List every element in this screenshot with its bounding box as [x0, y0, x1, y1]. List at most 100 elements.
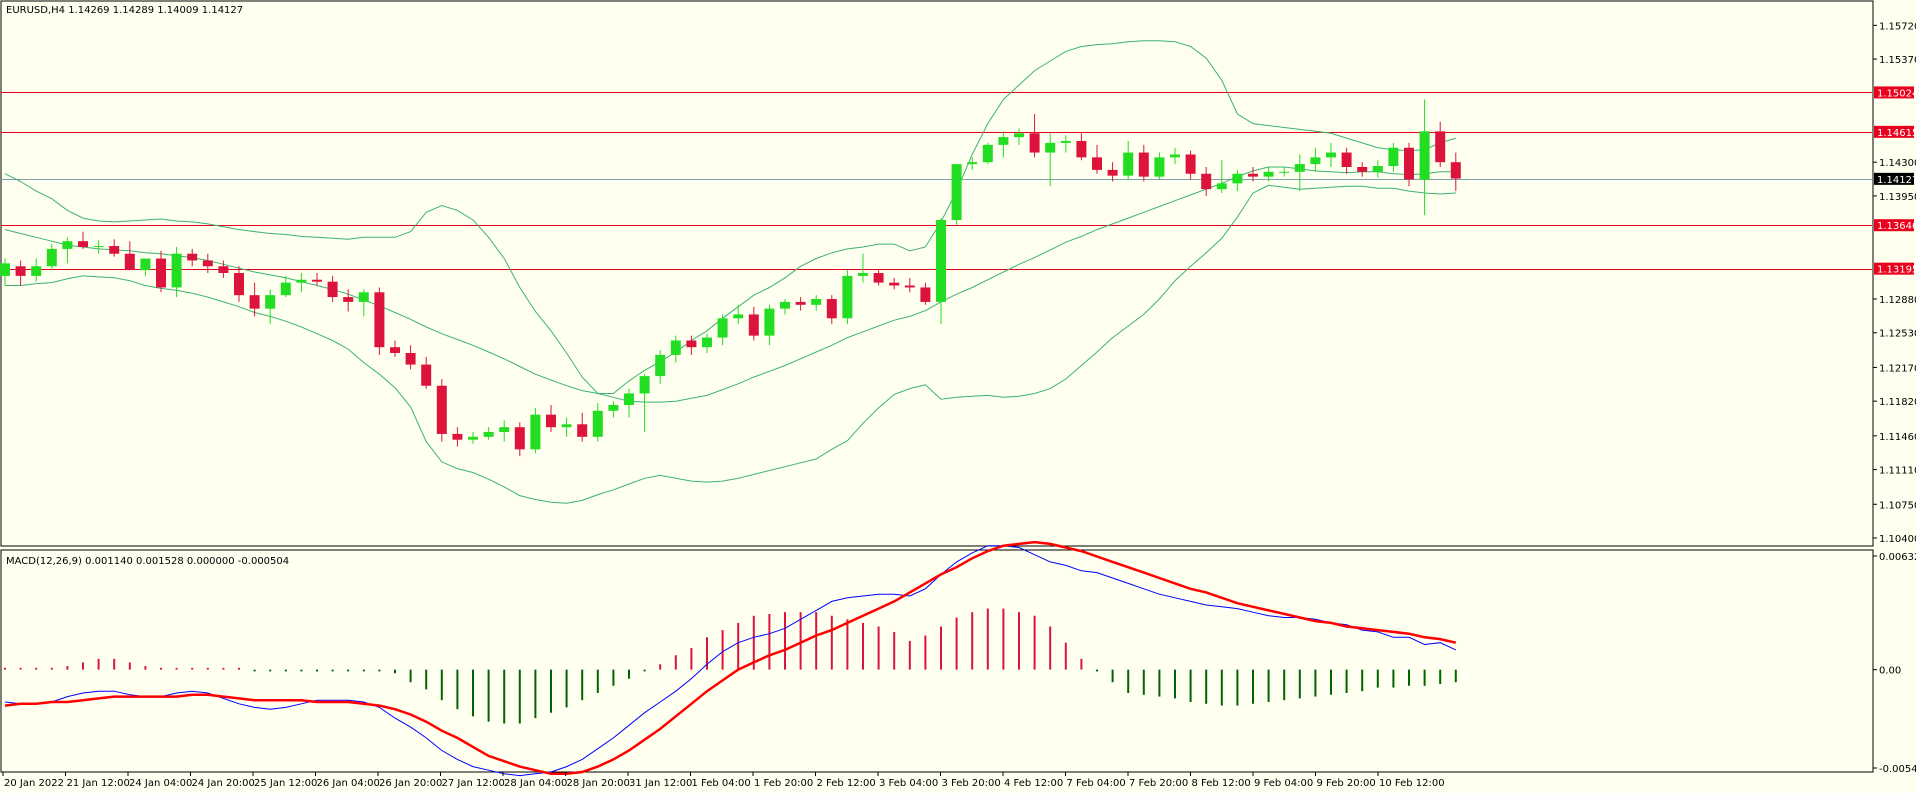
candle: [280, 275, 291, 298]
candle-body: [733, 314, 744, 319]
time-tick-label: 21 Jan 12:00: [67, 778, 130, 789]
candle-body: [514, 427, 525, 450]
candle-body: [889, 282, 900, 286]
candle: [514, 422, 525, 457]
candle-body: [1357, 167, 1368, 172]
candle-body: [374, 292, 385, 348]
candle: [1170, 147, 1180, 165]
candle: [1341, 147, 1352, 174]
candle: [0, 258, 10, 286]
bollinger-lower: [5, 184, 1456, 504]
candle-body: [795, 301, 806, 305]
candle-body: [951, 164, 962, 220]
candle-body: [702, 337, 712, 348]
candle: [483, 427, 494, 440]
candle: [561, 417, 572, 437]
time-tick-label: 26 Jan 20:00: [379, 778, 442, 789]
candle: [1388, 142, 1399, 172]
candle: [1357, 162, 1368, 177]
candle: [655, 350, 666, 384]
candle-body: [670, 340, 681, 355]
candle: [1107, 162, 1118, 182]
candle-body: [436, 385, 447, 434]
candle: [62, 237, 73, 264]
candle-body: [358, 292, 369, 302]
candle-body: [811, 299, 822, 305]
signal-line: [4, 540, 1457, 776]
macd-panel-header: MACD(12,26,9) 0.001140 0.001528 0.000000…: [6, 556, 289, 567]
candle: [982, 142, 993, 165]
time-tick-label: 2 Feb 12:00: [817, 778, 876, 789]
candle: [1326, 142, 1336, 167]
time-tick-label: 10 Feb 12:00: [1379, 778, 1445, 789]
time-tick-label: 9 Feb 04:00: [1254, 778, 1313, 789]
candle-body: [78, 241, 88, 247]
candle-body: [858, 273, 868, 276]
time-tick-label: 28 Jan 04:00: [504, 778, 567, 789]
candle-body: [1419, 131, 1430, 180]
bollinger-middle: [4, 166, 1456, 403]
time-tick-label: 3 Feb 20:00: [942, 778, 1001, 789]
h-line-label-bg: [1874, 125, 1914, 138]
candle: [405, 345, 416, 370]
candle: [530, 407, 541, 454]
candle: [15, 260, 26, 286]
candle-body: [655, 354, 666, 377]
macd-tick-label: 0.00: [1879, 666, 1901, 677]
candle-body: [686, 340, 697, 348]
price-tick-label: 1.15720: [1879, 21, 1916, 32]
candle: [904, 277, 915, 293]
price-axis: 1.15720 1.15370 1.15024 1.14615 1.14300 1.141…: [1873, 21, 1916, 545]
candle-body: [343, 297, 354, 302]
candle-body: [499, 427, 510, 432]
candle: [748, 306, 759, 341]
bollinger-upper: [4, 40, 1456, 394]
h-line-label: 1.14615: [1877, 128, 1916, 139]
candle-body: [1076, 140, 1087, 158]
candle: [1092, 144, 1102, 174]
candle-body: [1201, 173, 1212, 190]
h-line-label-bg: [1874, 262, 1914, 275]
candle: [1310, 147, 1321, 172]
candle-body: [842, 275, 853, 319]
candle-body: [452, 433, 463, 440]
candle: [296, 273, 307, 293]
price-tick-label: 1.10750: [1879, 500, 1916, 511]
candle-body: [1154, 157, 1165, 177]
macd-tick-label: 0.006326: [1879, 552, 1916, 563]
candle: [764, 304, 775, 346]
candle-body: [1045, 142, 1056, 153]
candle: [1123, 140, 1134, 180]
candle: [249, 282, 260, 317]
candle: [265, 289, 276, 325]
candle: [499, 420, 510, 442]
candle-body: [1029, 133, 1040, 153]
h-line-label-bg: [1874, 219, 1914, 232]
candle: [31, 258, 42, 282]
candle-body: [1341, 152, 1352, 167]
candle: [1372, 160, 1383, 178]
candle: [234, 266, 244, 302]
candle: [202, 253, 213, 273]
candle-body: [764, 308, 775, 336]
candle: [592, 403, 603, 442]
candle-body: [920, 287, 931, 302]
candle-body: [421, 364, 432, 386]
candle-body: [1372, 166, 1383, 172]
candle: [1232, 169, 1243, 192]
candle-body: [1216, 183, 1227, 190]
macd-line: [4, 545, 1457, 777]
candle-body: [0, 263, 10, 276]
candle: [1279, 167, 1290, 177]
time-tick-label: 4 Feb 12:00: [1004, 778, 1063, 789]
candle-body: [249, 295, 260, 309]
candle: [1060, 135, 1071, 153]
price-tick-label: 1.12880: [1879, 295, 1916, 306]
time-tick-label: 20 Jan 2022: [4, 778, 64, 789]
candle-body: [1435, 131, 1446, 163]
time-axis: 20 Jan 2022 21 Jan 12:00 24 Jan 04:00 24 Ja…: [2, 772, 1445, 789]
bollinger-bands: [4, 40, 1456, 504]
candle: [1435, 121, 1446, 167]
